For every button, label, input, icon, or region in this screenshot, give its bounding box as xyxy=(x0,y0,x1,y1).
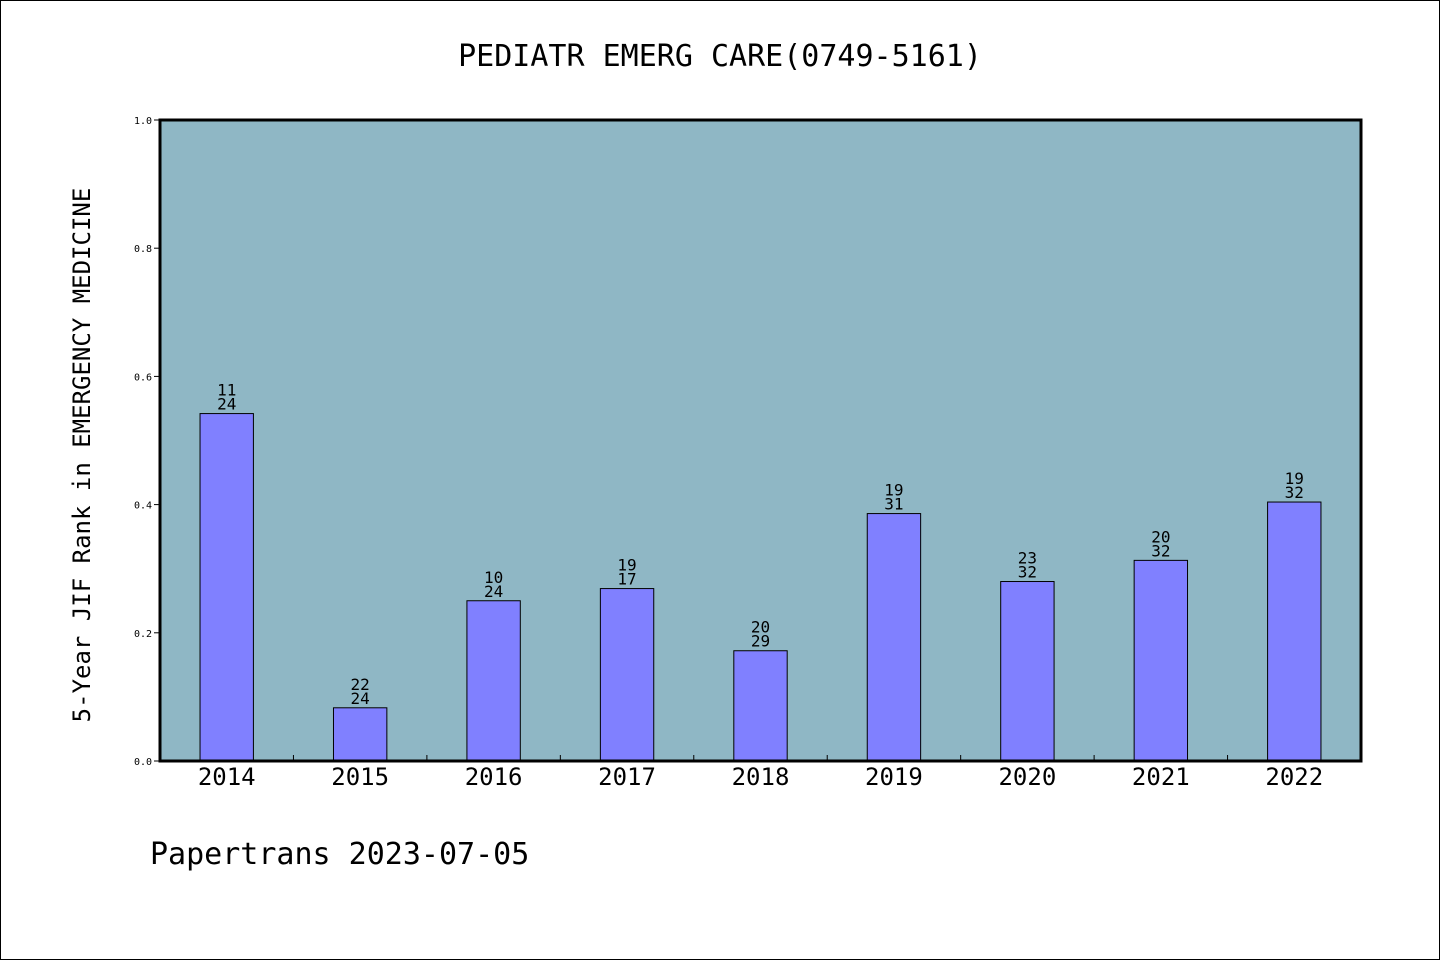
bars-layer xyxy=(199,413,1322,762)
x-axis-ticks: 2014 2015 2016 2017 2018 2019 2020 2021 2022 xyxy=(198,755,1323,791)
bar-2021 xyxy=(1133,559,1189,762)
rank-label-2022: 19 xyxy=(1285,469,1304,488)
x-tick-label-2022: 2022 xyxy=(1265,763,1323,791)
total-label-2022: 32 xyxy=(1285,483,1304,502)
x-tick-label-2015: 2015 xyxy=(331,763,389,791)
rank-label-2019: 19 xyxy=(884,481,903,500)
x-tick-label-2017: 2017 xyxy=(598,763,656,791)
rank-label-2016: 10 xyxy=(484,568,503,587)
rank-label-2015: 22 xyxy=(351,675,370,694)
y-tick-label-0.8: 0.8 xyxy=(134,244,152,255)
chart-title: PEDIATR EMERG CARE(0749-5161) xyxy=(458,39,982,74)
bar-2022 xyxy=(1267,501,1322,762)
rank-label-2021: 20 xyxy=(1151,527,1170,546)
x-tick-label-2020: 2020 xyxy=(998,763,1056,791)
bar-2020 xyxy=(1000,581,1055,762)
footer-text: Papertrans 2023-07-05 xyxy=(150,837,529,872)
total-label-2021: 32 xyxy=(1151,541,1170,560)
bar-2015 xyxy=(332,707,388,762)
y-axis-ticks: 0.0 0.2 0.4 0.6 0.8 1.0 xyxy=(134,116,160,768)
total-label-2019: 31 xyxy=(884,495,903,514)
total-label-2016: 24 xyxy=(484,582,503,601)
total-label-2014: 24 xyxy=(217,395,236,414)
x-tick-label-2018: 2018 xyxy=(732,763,790,791)
y-tick-label-0.4: 0.4 xyxy=(134,501,152,512)
y-tick-label-0.2: 0.2 xyxy=(134,629,152,640)
y-tick-label-1.0: 1.0 xyxy=(134,116,152,127)
x-tick-label-2021: 2021 xyxy=(1132,763,1190,791)
rank-label-2018: 20 xyxy=(751,618,770,637)
rank-label-2017: 19 xyxy=(617,556,636,575)
x-tick-label-2014: 2014 xyxy=(198,763,256,791)
bar-2016 xyxy=(466,600,521,762)
plot-border xyxy=(158,118,1363,763)
total-label-2017: 17 xyxy=(617,570,636,589)
bar-2019 xyxy=(866,513,922,762)
total-label-2018: 29 xyxy=(751,632,770,651)
total-label-2015: 24 xyxy=(351,689,370,708)
total-label-2020: 32 xyxy=(1018,563,1037,582)
y-tick-label-0.0: 0.0 xyxy=(134,757,152,768)
bar-2018 xyxy=(733,650,788,762)
bar-2014 xyxy=(199,413,254,762)
rank-label-2020: 23 xyxy=(1018,549,1037,568)
y-tick-label-0.6: 0.6 xyxy=(134,372,152,383)
rank-label-2014: 11 xyxy=(217,381,236,400)
y-axis-label: 5-Year JIF Rank in EMERGENCY MEDICINE xyxy=(68,188,96,723)
x-tick-label-2019: 2019 xyxy=(865,763,923,791)
bar-2017 xyxy=(599,588,655,762)
x-tick-label-2016: 2016 xyxy=(465,763,523,791)
